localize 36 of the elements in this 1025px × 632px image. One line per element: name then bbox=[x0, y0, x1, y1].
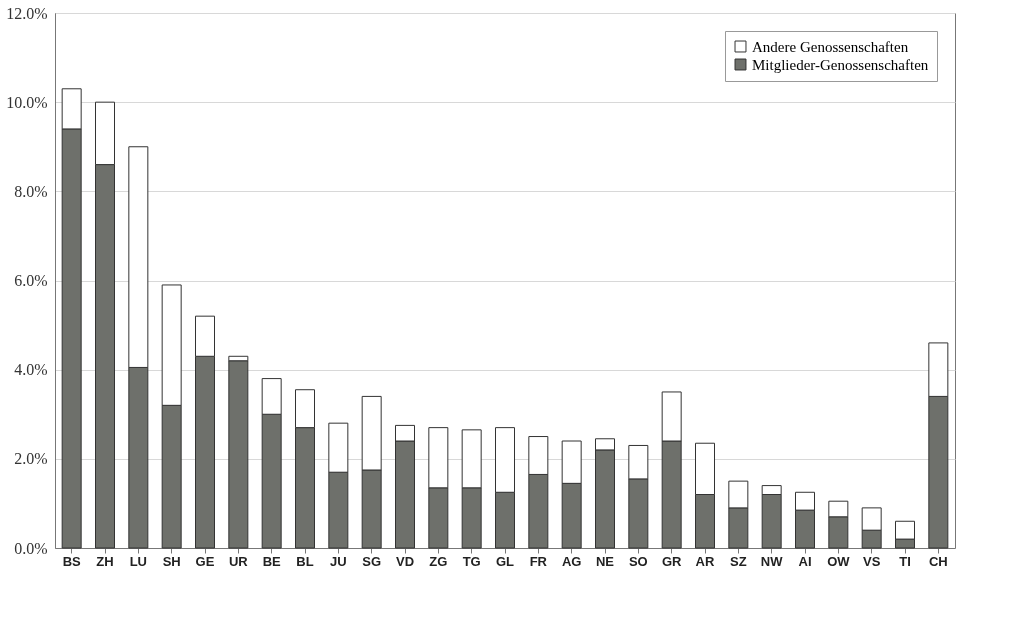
y-tick-label: 6.0% bbox=[14, 272, 48, 289]
x-tick-label: NE bbox=[595, 553, 615, 569]
y-tick-label: 8.0% bbox=[14, 182, 48, 200]
x-tick-label: GE bbox=[195, 553, 215, 569]
x-tick-label: SH bbox=[162, 553, 181, 569]
x-tick-label: SZ bbox=[730, 553, 747, 569]
x-tick-label: AI bbox=[798, 553, 812, 569]
x-tick-label: TI bbox=[899, 553, 911, 569]
y-tick-label: 10.0% bbox=[6, 93, 48, 111]
x-tick-label: LU bbox=[129, 553, 148, 569]
x-tick-label: TG bbox=[462, 553, 481, 569]
x-tick-label: AR bbox=[695, 553, 715, 569]
x-tick-label: NW bbox=[760, 553, 784, 569]
x-tick-label: AG bbox=[561, 553, 582, 569]
y-tick-label: 2.0% bbox=[14, 450, 48, 468]
x-tick-label: JU bbox=[330, 553, 347, 569]
y-tick-label: 12.0% bbox=[6, 4, 48, 22]
x-tick-label: UR bbox=[228, 553, 249, 569]
x-tick-label: SG bbox=[362, 553, 382, 569]
x-tick-label: VS bbox=[862, 553, 881, 569]
legend-label: Andere Genossenschaften bbox=[752, 38, 909, 55]
x-tick-label: BS bbox=[62, 553, 82, 569]
y-tick-label: 0.0% bbox=[14, 539, 48, 557]
x-tick-label: SO bbox=[628, 553, 648, 569]
y-tick-label: 4.0% bbox=[14, 361, 48, 379]
x-tick-label: ZG bbox=[429, 553, 448, 569]
x-tick-label: VD bbox=[395, 553, 415, 569]
x-tick-label: BE bbox=[262, 553, 282, 569]
legend-label: Mitglieder-Genossenschaften bbox=[752, 56, 929, 73]
x-tick-label: BL bbox=[296, 553, 314, 569]
x-tick-label: OW bbox=[827, 553, 851, 569]
x-tick-label: CH bbox=[928, 553, 948, 569]
x-tick-label: GL bbox=[495, 553, 515, 569]
x-tick-label: FR bbox=[529, 553, 548, 569]
x-tick-label: ZH bbox=[96, 553, 114, 569]
x-tick-label: GR bbox=[661, 553, 683, 569]
